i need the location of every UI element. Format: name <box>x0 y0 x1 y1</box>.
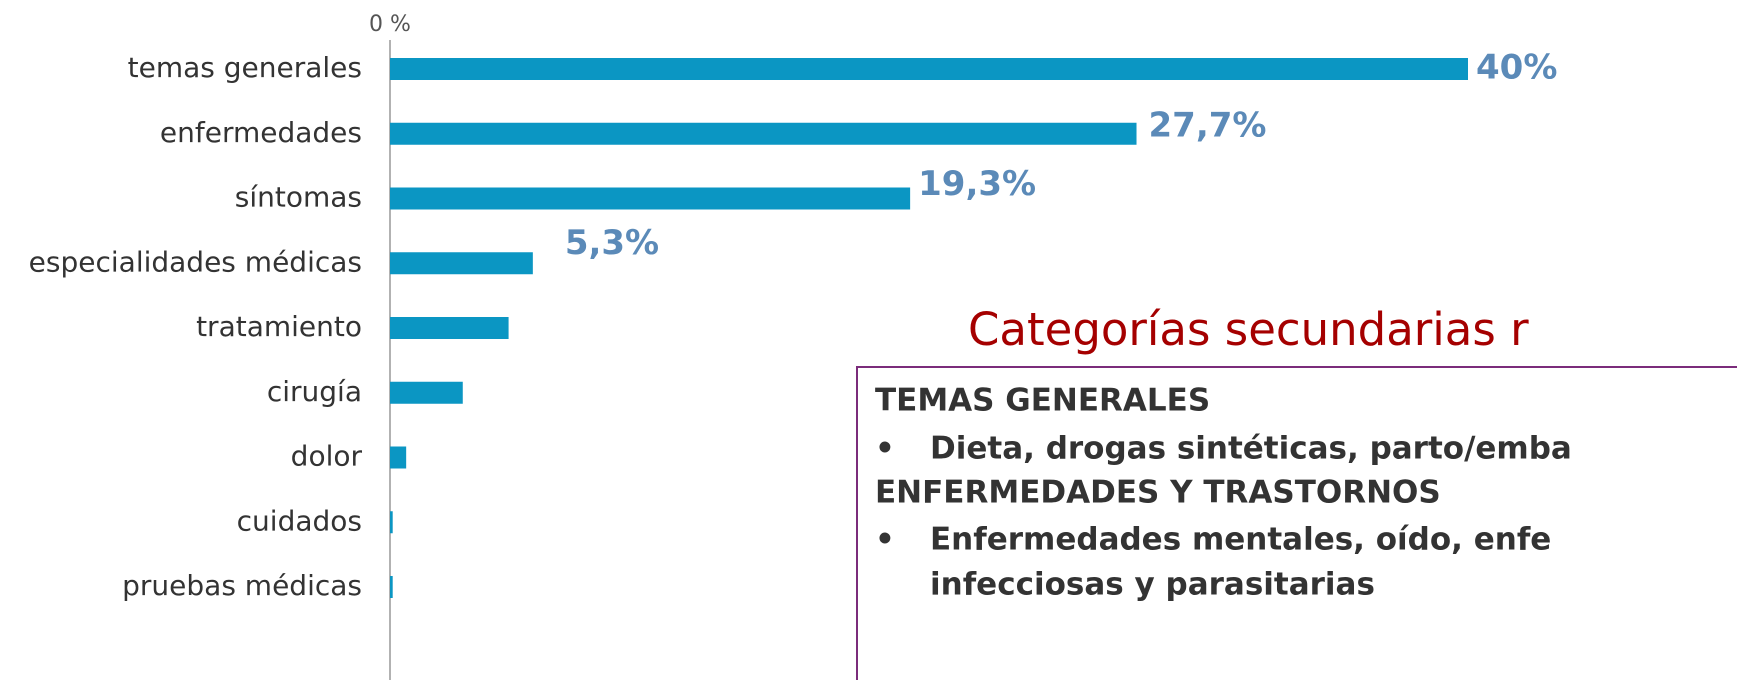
y-tick-label: cirugía <box>267 375 362 408</box>
bar <box>390 122 1137 145</box>
panel-title: Categorías secundarias r <box>968 303 1529 356</box>
panel-heading: TEMAS GENERALES <box>875 383 1210 419</box>
panel-item: infecciosas y parasitarias <box>930 567 1375 603</box>
bar <box>390 58 1468 80</box>
y-tick-label: cuidados <box>237 504 362 537</box>
panel-item: Enfermedades mentales, oído, enfe <box>930 522 1551 558</box>
data-label: 27,7% <box>1149 105 1267 145</box>
data-label: 40% <box>1476 48 1557 88</box>
bar <box>390 317 509 339</box>
data-label: 5,3% <box>565 223 659 263</box>
y-tick-label: pruebas médicas <box>122 569 362 602</box>
panel-heading: ENFERMEDADES Y TRASTORNOS <box>875 475 1441 511</box>
bar <box>390 511 393 534</box>
y-tick-label: enfermedades <box>160 116 362 149</box>
bullet: • <box>875 431 895 467</box>
bar <box>390 381 463 404</box>
bar <box>390 446 407 469</box>
y-tick-label: tratamiento <box>196 310 362 343</box>
data-label: 19,3% <box>918 164 1036 204</box>
y-tick-label: especialidades médicas <box>29 245 362 278</box>
y-tick-label: dolor <box>291 440 363 473</box>
y-tick-label: temas generales <box>128 51 362 84</box>
x-tick-label: 0 % <box>369 12 411 37</box>
bar <box>390 187 911 210</box>
bullet: • <box>875 522 895 558</box>
panel-item: Dieta, drogas sintéticas, parto/emba <box>930 431 1572 467</box>
y-tick-label: síntomas <box>235 181 362 214</box>
bar <box>390 252 533 275</box>
panel-box <box>856 366 1737 680</box>
bar <box>390 576 393 598</box>
